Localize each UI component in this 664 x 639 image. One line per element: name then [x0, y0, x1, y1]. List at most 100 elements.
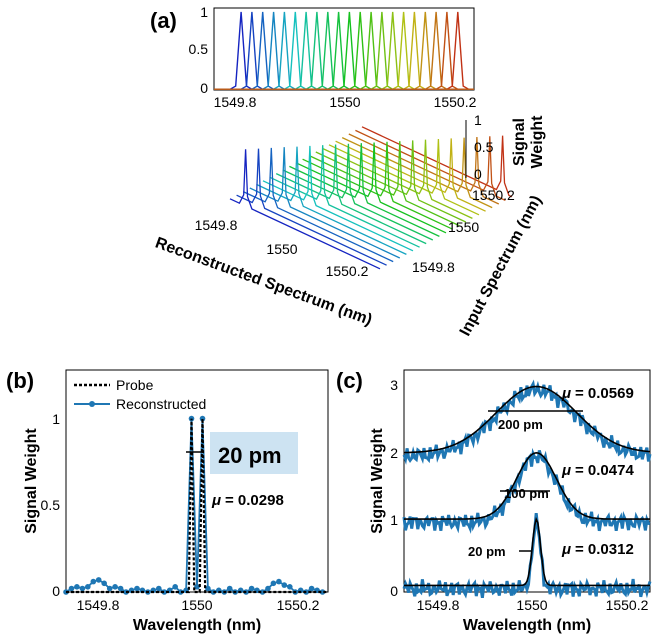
- a-3d-channel-20: [361, 126, 513, 198]
- c-ytick-3: 3: [390, 377, 398, 393]
- b-reconstructed-point: [270, 580, 277, 587]
- a-3d-channel-11: [302, 141, 453, 230]
- a-top-xtick-2: 1550.2: [434, 94, 477, 110]
- a-top-ytick-0: 0: [200, 80, 208, 96]
- a-3d-ytick-2: 1550.2: [472, 187, 515, 203]
- a-3d-channel-2: [242, 147, 394, 263]
- a-3d-channel-6: [269, 145, 420, 248]
- c-xtick-1: 1550: [516, 597, 547, 613]
- legend-probe-label: Probe: [116, 377, 154, 393]
- panel-b-plot: Probe Reconstructed 20 pm μ = 0.0298 0 0…: [23, 369, 329, 634]
- b-reconstructed-point: [101, 580, 107, 587]
- c-mu-symbol-20: μ: [561, 541, 571, 558]
- c-mu-value-20: = 0.0312: [575, 541, 634, 558]
- b-reconstructed-point: [134, 585, 140, 592]
- panel-b-series: [63, 415, 328, 595]
- a-3d-channel-0: [229, 149, 381, 270]
- a-top-channel-13: [370, 11, 394, 90]
- b-reconstructed-point: [172, 584, 178, 590]
- a-3d-xtick-2: 1550.2: [326, 263, 369, 279]
- c-xtick-0: 1549.8: [417, 597, 460, 613]
- a-3d-ztick-2: 1: [474, 112, 482, 128]
- b-xtick-0: 1549.8: [77, 597, 120, 613]
- c-reconstructed-200pm: [402, 379, 652, 465]
- a-top-channel-14: [381, 11, 404, 90]
- legend-reconstructed-marker: [89, 401, 95, 407]
- b-ytick-1: 0.5: [41, 497, 61, 513]
- c-probe-200pm: [404, 385, 651, 454]
- b-reconstructed-point: [85, 584, 91, 590]
- b-reconstructed-point: [90, 578, 97, 585]
- a-top-channel-20: [446, 11, 469, 90]
- a-top-channel-11: [349, 11, 372, 90]
- b-reconstructed-point: [259, 589, 266, 595]
- a-top-channel-6: [294, 11, 318, 90]
- a-3d-channel-16: [335, 138, 486, 212]
- b-ytick-0: 0: [52, 583, 60, 599]
- panel-c-series: [402, 379, 652, 600]
- c-mu-value-200: = 0.0569: [575, 385, 634, 402]
- a-top-channel-4: [273, 11, 296, 90]
- panel-c-axes-box: [403, 369, 651, 593]
- a-top-channel-3: [262, 11, 285, 90]
- b-reconstructed-point: [161, 589, 168, 595]
- b-mu-value: = 0.0298: [225, 492, 284, 509]
- a-top-ytick-2: 1: [200, 4, 208, 20]
- a-3d-ylabel: Input Spectrum (nm): [457, 193, 545, 339]
- b-reconstructed-point: [156, 585, 162, 592]
- c-ytick-0: 0: [390, 583, 398, 599]
- a-3d-xtick-0: 1549.8: [195, 217, 238, 233]
- a-top-channel-19: [435, 11, 459, 90]
- panel-c-plot: 200 pm 100 pm 20 pm μ = 0.0569 μ = 0.047…: [369, 369, 652, 634]
- a-top-channel-2: [251, 11, 274, 90]
- b-reconstructed-point: [248, 585, 255, 592]
- b-ylabel: Signal Weight: [23, 428, 40, 534]
- b-reconstructed-point: [281, 582, 288, 588]
- b-xtick-2: 1550.2: [277, 597, 320, 613]
- a-top-channel-12: [359, 11, 383, 90]
- panel-a-top-plot: 0 0.5 1 1549.8 1550 1550.2: [189, 4, 477, 110]
- a-3d-zlabel-line1: Signal: [511, 118, 528, 166]
- b-reconstructed-point: [194, 584, 200, 590]
- b-reconstructed-point: [265, 585, 271, 592]
- b-xtick-1: 1550: [181, 597, 212, 613]
- a-3d-ztick-1: 0.5: [474, 139, 494, 155]
- c-xlabel: Wavelength (nm): [463, 617, 591, 634]
- panel-b-legend: Probe Reconstructed: [74, 377, 206, 412]
- a-3d-channel-15: [328, 138, 480, 216]
- b-mu-symbol: μ: [211, 492, 221, 509]
- a-3d-xtick-1: 1550: [266, 241, 297, 257]
- a-3d-xlabel: Reconstructed Spectrum (nm): [153, 235, 374, 329]
- b-width-label: 20 pm: [218, 443, 282, 468]
- c-ytick-1: 1: [390, 512, 398, 528]
- a-top-channel-15: [392, 11, 415, 90]
- a-3d-zlabel-line2: Weight: [529, 115, 546, 169]
- a-top-channel-5: [284, 11, 307, 90]
- panel-b-highlight-box: [210, 432, 298, 474]
- a-3d-channel-4: [256, 146, 407, 255]
- a-3d-channel-17: [341, 137, 493, 209]
- b-reconstructed-point: [308, 585, 315, 592]
- a-top-xtick-1: 1550: [329, 94, 360, 110]
- a-3d-channel-14: [322, 139, 473, 219]
- a-3d-channel-12: [308, 141, 460, 227]
- a-3d-channel-8: [282, 143, 434, 241]
- b-reconstructed-point: [106, 585, 113, 592]
- c-xtick-2: 1550.2: [606, 597, 649, 613]
- c-mu-symbol-100: μ: [561, 462, 571, 479]
- a-3d-channel-9: [289, 143, 440, 237]
- b-reconstructed-point: [117, 585, 124, 592]
- c-width-label-100: 100 pm: [504, 486, 549, 501]
- a-3d-channel-3: [249, 147, 401, 259]
- b-reconstructed-point: [199, 415, 206, 422]
- b-reconstructed-point: [205, 585, 211, 592]
- a-top-xtick-0: 1549.8: [214, 94, 257, 110]
- a-3d-channel-19: [355, 129, 506, 201]
- a-3d-channel-7: [275, 144, 427, 245]
- b-xlabel: Wavelength (nm): [133, 617, 261, 634]
- panel-label-a: (a): [150, 8, 177, 33]
- b-reconstructed-point: [177, 589, 184, 595]
- b-reconstructed-point: [79, 585, 86, 592]
- b-reconstructed-point: [74, 584, 80, 590]
